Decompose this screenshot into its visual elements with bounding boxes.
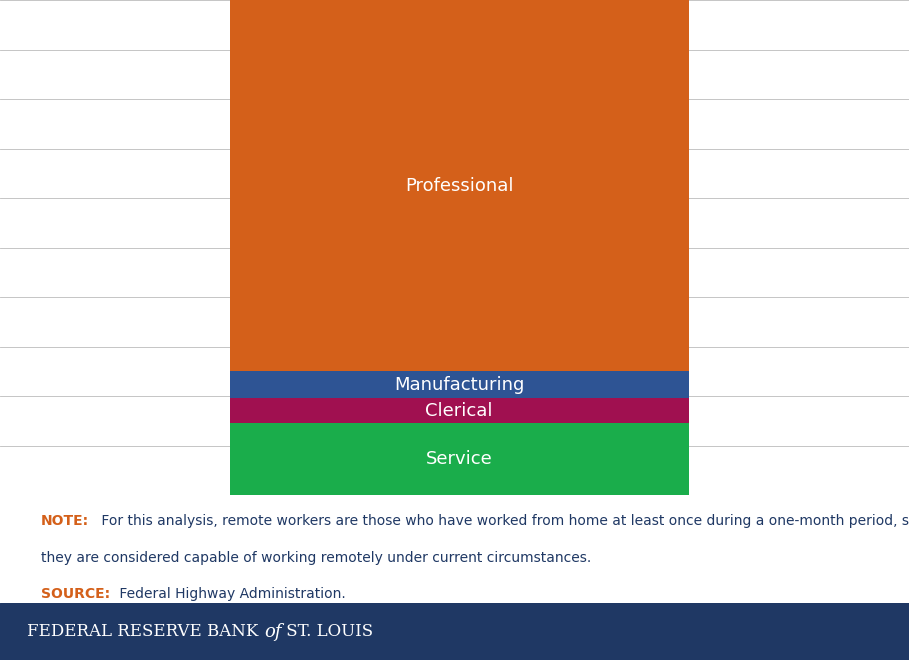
Text: ST. LOUIS: ST. LOUIS — [282, 623, 374, 640]
Bar — [229, 371, 689, 399]
Text: Clerical: Clerical — [425, 402, 493, 420]
Text: NOTE:: NOTE: — [41, 515, 89, 529]
Text: Federal Highway Administration.: Federal Highway Administration. — [115, 587, 346, 601]
Bar — [229, 0, 689, 371]
Text: For this analysis, remote workers are those who have worked from home at least o: For this analysis, remote workers are th… — [97, 515, 909, 529]
Text: of: of — [264, 622, 282, 641]
Text: Professional: Professional — [405, 177, 514, 195]
Text: FEDERAL RESERVE BANK: FEDERAL RESERVE BANK — [27, 623, 264, 640]
Text: they are considered capable of working remotely under current circumstances.: they are considered capable of working r… — [41, 551, 591, 566]
Text: Manufacturing: Manufacturing — [394, 376, 524, 394]
Bar — [229, 423, 689, 495]
Text: SOURCE:: SOURCE: — [41, 587, 110, 601]
Text: Service: Service — [425, 450, 493, 468]
Bar — [229, 399, 689, 423]
